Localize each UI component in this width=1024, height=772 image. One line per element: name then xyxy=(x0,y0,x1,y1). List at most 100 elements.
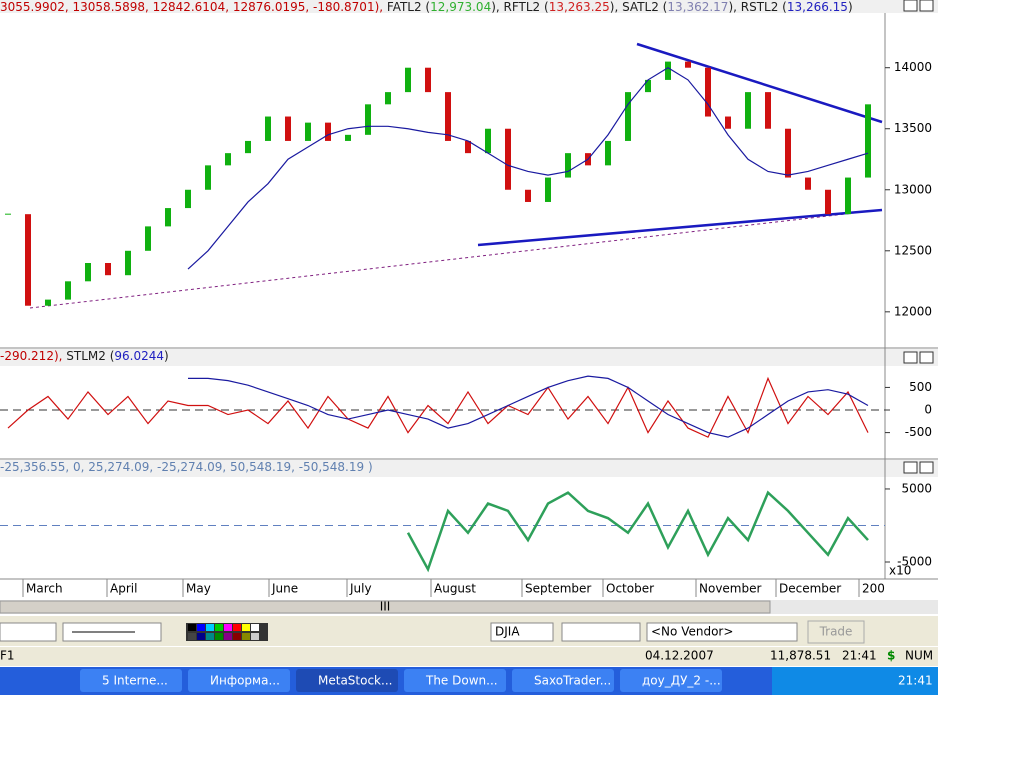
dropdown[interactable] xyxy=(0,622,57,642)
trend-line xyxy=(477,208,883,247)
series-line xyxy=(188,375,869,438)
status-currency: $ xyxy=(887,649,895,663)
header-part: 13,263.25 xyxy=(549,0,610,14)
header-part: ) xyxy=(848,0,853,14)
pane-header-bg xyxy=(0,460,938,477)
status-time: 21:41 xyxy=(842,649,877,663)
header-part: -290.212), xyxy=(0,349,66,363)
candle xyxy=(125,250,131,276)
header-part: STLM2 ( xyxy=(66,349,114,363)
header-part: -25,356.55, 0, 25,274.09, -25,274.09, 50… xyxy=(0,460,373,474)
task-button[interactable] xyxy=(512,669,614,692)
clock: 21:41 xyxy=(898,674,933,688)
series-line xyxy=(187,67,869,270)
scroll-thumb[interactable] xyxy=(0,600,771,614)
color-palette[interactable] xyxy=(186,623,268,641)
candle xyxy=(505,128,511,190)
x-tick-label: September xyxy=(525,582,591,596)
status-value: 11,878.51 xyxy=(770,649,831,663)
task-button[interactable] xyxy=(296,669,398,692)
task-button[interactable] xyxy=(620,669,722,692)
candle xyxy=(145,226,151,251)
maximize-button[interactable] xyxy=(903,461,918,474)
header-part: ), xyxy=(728,0,740,14)
trade-label: Trade xyxy=(819,625,853,639)
header-part: RFTL2 ( xyxy=(504,0,549,14)
trend-line xyxy=(636,42,883,124)
candle xyxy=(865,104,871,178)
task-button[interactable] xyxy=(404,669,506,692)
pane-header: -290.212), STLM2 (96.0244) xyxy=(0,349,169,363)
status-num: NUM xyxy=(905,649,933,663)
x-tick-label: April xyxy=(110,582,137,596)
task-label: 5 Interne... xyxy=(102,674,168,688)
task-buttons: 5 Interne... Информа... MetaStock... The Do… xyxy=(80,669,722,692)
candle xyxy=(745,92,751,129)
trade-button[interactable] xyxy=(807,620,865,644)
header-part: ), xyxy=(491,0,503,14)
header-part: 13,362.17 xyxy=(667,0,728,14)
header-part: 12,973.04 xyxy=(430,0,491,14)
candle xyxy=(545,177,551,202)
candle xyxy=(525,189,531,202)
candle xyxy=(265,116,271,141)
header-part: FATL2 ( xyxy=(387,0,430,14)
header-part: 96.0244 xyxy=(114,349,164,363)
y-tick-label: 12500 xyxy=(894,243,932,257)
task-label: Информа... xyxy=(210,674,280,688)
header-part: ) xyxy=(164,349,169,363)
candle xyxy=(345,134,351,141)
candle xyxy=(565,153,571,178)
header-part: 3055.9902, 13058.5898, 12842.6104, 12876… xyxy=(0,0,387,14)
task-button[interactable] xyxy=(80,669,182,692)
candle xyxy=(285,116,291,141)
symbol-box[interactable] xyxy=(490,622,554,642)
candle xyxy=(665,61,671,80)
candle xyxy=(185,189,191,209)
candle xyxy=(685,61,691,68)
status-date: 04.12.2007 xyxy=(645,649,714,663)
candle xyxy=(45,299,51,306)
candle xyxy=(105,263,111,276)
maximize-button[interactable] xyxy=(903,0,918,12)
series-line xyxy=(7,376,869,438)
x-tick-label: December xyxy=(779,582,841,596)
candle xyxy=(605,140,611,166)
candle xyxy=(305,122,311,141)
y-tick-label: -500 xyxy=(905,425,932,439)
task-button[interactable] xyxy=(188,669,290,692)
x-tick-label: 200 xyxy=(862,582,885,596)
candle xyxy=(405,67,411,93)
close-button[interactable] xyxy=(919,461,934,474)
vendor-dropdown[interactable] xyxy=(646,622,798,642)
candle xyxy=(385,92,391,105)
x-tick-label: June xyxy=(271,582,298,596)
y-tick-label: 500 xyxy=(909,380,932,394)
pane-header-bg xyxy=(0,349,938,366)
status-text: F1 xyxy=(0,649,15,663)
candle xyxy=(85,263,91,282)
pane-header-bg xyxy=(0,0,938,13)
close-button[interactable] xyxy=(919,351,934,364)
candle xyxy=(645,79,651,93)
task-label: SaxoTrader... xyxy=(534,674,611,688)
y-tick-label: 13000 xyxy=(894,182,932,196)
dropdown[interactable] xyxy=(561,622,641,642)
status-bar xyxy=(0,647,938,666)
candle xyxy=(425,67,431,93)
candle xyxy=(205,165,211,190)
candle xyxy=(725,116,731,129)
candle xyxy=(365,104,371,135)
close-button[interactable] xyxy=(919,0,934,12)
y-tick-label: 5000 xyxy=(901,481,932,495)
candle xyxy=(25,214,31,306)
pane-header: -25,356.55, 0, 25,274.09, -25,274.09, 50… xyxy=(0,460,373,474)
x-tick-label: August xyxy=(434,582,476,596)
maximize-button[interactable] xyxy=(903,351,918,364)
candle xyxy=(785,128,791,178)
x-tick-label: November xyxy=(699,582,761,596)
header-part: SATL2 ( xyxy=(622,0,667,14)
y-tick-label: 14000 xyxy=(894,60,932,74)
